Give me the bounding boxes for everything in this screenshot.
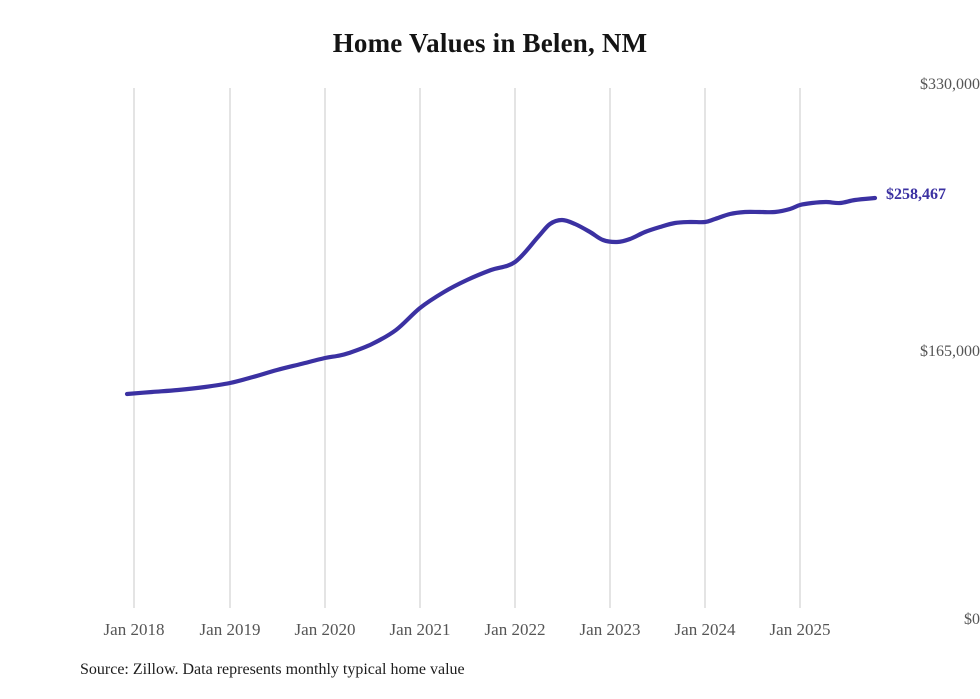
x-axis-tick-label-1: Jan 2019 (199, 620, 261, 639)
y-axis-tick-label-330000: $330,000 (920, 76, 980, 93)
x-axis-tick-label-7: Jan 2025 (769, 620, 831, 639)
y-axis-tick-label-165000: $165,000 (920, 343, 980, 360)
source-note: Source: Zillow. Data represents monthly … (80, 661, 465, 678)
end-value-annotation: $258,467 (886, 186, 946, 203)
x-axis-tick-label-2: Jan 2020 (294, 620, 356, 639)
gridlines (133, 88, 801, 608)
x-axis-tick-label-3: Jan 2021 (389, 620, 451, 639)
chart-title: Home Values in Belen, NM (332, 28, 648, 58)
x-axis-tick-label-5: Jan 2023 (579, 620, 641, 639)
x-axis-tick-label-0: Jan 2018 (103, 620, 165, 639)
y-axis-tick-label-0: $0 (964, 611, 980, 628)
x-axis-tick-label-6: Jan 2024 (674, 620, 736, 639)
home-value-line-series (124, 195, 878, 397)
x-axis-tick-label-4: Jan 2022 (484, 620, 546, 639)
